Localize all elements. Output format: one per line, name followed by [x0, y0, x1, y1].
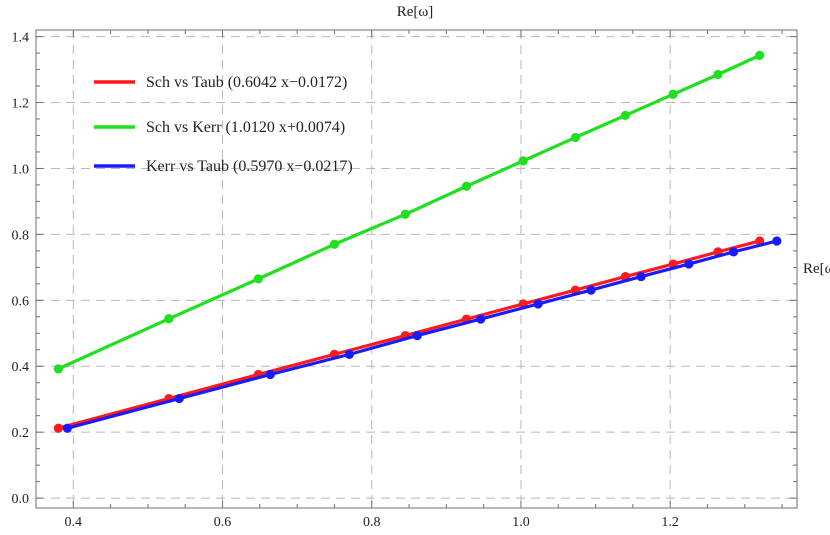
- ticks-layer: 0.4 0.6 0.8 1.0 1.2 0.0 0.2 0.4 0.6 0.8 1.0 1.2 1.4: [12, 30, 797, 530]
- data-point-sch-vs-kerr: [518, 156, 528, 166]
- data-point-kerr-vs-taub: [412, 330, 422, 341]
- data-point-kerr-vs-taub: [772, 236, 782, 246]
- data-point-kerr-vs-taub: [265, 369, 275, 380]
- series-sch-vs-taub: [53, 236, 765, 433]
- data-point-sch-vs-kerr: [329, 239, 340, 249]
- data-point-sch-vs-taub: [53, 423, 63, 433]
- series-layer: [53, 50, 782, 433]
- data-point-kerr-vs-taub: [476, 314, 486, 324]
- data-point-kerr-vs-taub: [344, 349, 354, 359]
- top-axis-label: Re[ω]: [397, 4, 434, 20]
- x-tick-label: 0.8: [363, 515, 381, 530]
- data-point-kerr-vs-taub: [728, 247, 739, 257]
- data-point-sch-vs-kerr: [755, 50, 765, 60]
- data-point-kerr-vs-taub: [62, 423, 72, 433]
- data-point-sch-vs-kerr: [713, 69, 723, 80]
- data-point-sch-vs-kerr: [668, 89, 678, 99]
- legend: Sch vs Taub (0.6042 x−0.0172) Sch vs Kerr…: [94, 74, 353, 175]
- plot-frame: [35, 29, 798, 509]
- series-line-sch-vs-kerr: [56, 53, 762, 371]
- y-tick-label: 1.4: [12, 31, 30, 46]
- data-point-sch-vs-kerr: [461, 181, 472, 191]
- series-kerr-vs-taub: [62, 236, 782, 433]
- data-point-kerr-vs-taub: [533, 299, 543, 309]
- y-tick-label: 1.2: [12, 97, 30, 112]
- data-point-kerr-vs-taub: [684, 259, 694, 269]
- data-point-sch-vs-kerr: [53, 364, 63, 374]
- data-point-kerr-vs-taub: [586, 285, 596, 295]
- series-line-sch-vs-taub: [56, 239, 762, 430]
- legend-label-sch-vs-taub: Sch vs Taub (0.6042 x−0.0172): [146, 74, 347, 91]
- y-tick-label: 0.6: [12, 294, 30, 309]
- x-tick-label: 0.6: [214, 515, 232, 530]
- data-point-kerr-vs-taub: [636, 271, 646, 282]
- data-point-sch-vs-kerr: [570, 132, 581, 143]
- y-tick-label: 0.4: [12, 360, 30, 375]
- x-tick-label: 0.4: [65, 515, 83, 530]
- data-point-sch-vs-kerr: [620, 110, 631, 120]
- y-tick-label: 0.2: [12, 426, 30, 441]
- grid-layer: [36, 30, 797, 508]
- y-tick-label: 0.8: [12, 228, 30, 243]
- right-axis-label: Re[ω]: [803, 261, 830, 277]
- y-tick-label: 0.0: [12, 492, 30, 507]
- data-point-kerr-vs-taub: [174, 393, 184, 404]
- data-point-sch-vs-kerr: [164, 314, 174, 324]
- x-tick-label: 1.0: [512, 515, 530, 530]
- data-point-sch-vs-kerr: [253, 274, 263, 284]
- y-tick-label: 1.0: [12, 162, 30, 177]
- series-sch-vs-kerr: [53, 50, 765, 374]
- data-point-sch-vs-kerr: [400, 209, 410, 219]
- x-tick-label: 1.2: [661, 515, 679, 530]
- series-line-kerr-vs-taub: [65, 239, 779, 430]
- legend-label-kerr-vs-taub: Kerr vs Taub (0.5970 x−0.0217): [146, 158, 353, 175]
- legend-label-sch-vs-kerr: Sch vs Kerr (1.0120 x+0.0074): [146, 119, 345, 136]
